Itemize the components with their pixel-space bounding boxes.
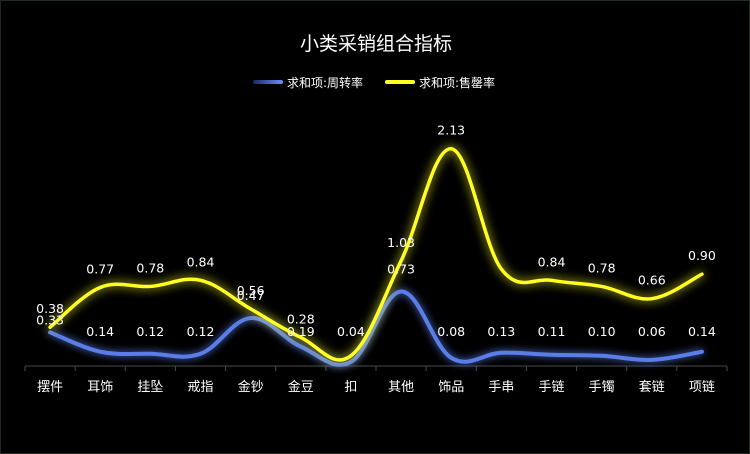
x-tick-label: 手镯 xyxy=(589,380,615,395)
data-label: 0.06 xyxy=(638,324,666,339)
legend-label-sellthrough[interactable]: 求和项:售罄率 xyxy=(419,75,495,90)
x-tick-label: 手串 xyxy=(488,380,514,395)
data-label: 0.28 xyxy=(287,311,315,326)
data-label: 0.47 xyxy=(237,288,265,303)
x-tick-label: 戒指 xyxy=(187,380,213,395)
data-label: 0.84 xyxy=(538,254,566,269)
legend-swatch-turnover xyxy=(253,80,283,84)
data-label: 0.77 xyxy=(86,261,114,276)
x-tick-label: 套链 xyxy=(639,379,665,395)
x-tick-label: 耳饰 xyxy=(87,380,113,395)
data-label: 0.14 xyxy=(688,324,716,339)
data-label: 1.03 xyxy=(387,235,415,250)
data-label: 0.90 xyxy=(688,248,716,263)
x-tick-label: 手链 xyxy=(538,380,564,395)
chart-title: 小类采销组合指标 xyxy=(300,33,452,55)
data-label: 0.08 xyxy=(437,324,465,339)
x-tick-label: 其他 xyxy=(388,380,414,395)
legend-swatch-sellthrough xyxy=(385,80,415,84)
legend: 求和项:周转率 求和项:售罄率 xyxy=(253,75,495,90)
data-label: 0.12 xyxy=(187,324,215,339)
data-label: 0.13 xyxy=(487,324,515,339)
line-turnover xyxy=(48,289,704,367)
data-label: 0.84 xyxy=(187,254,215,269)
data-label: 2.13 xyxy=(437,123,465,138)
x-axis-ticks: 摆件 耳饰 挂坠 戒指 金钞 金豆 扣 其他 饰品 手串 手链 手镯 套链 项链 xyxy=(24,366,728,395)
data-label: 0.56 xyxy=(237,283,265,298)
data-label: 0.66 xyxy=(638,273,666,288)
x-tick-label: 摆件 xyxy=(37,380,63,395)
x-tick-label: 扣 xyxy=(344,380,357,395)
data-label: 0.14 xyxy=(86,324,114,339)
data-label: 0.12 xyxy=(136,324,164,339)
legend-label-turnover[interactable]: 求和项:周转率 xyxy=(287,75,363,90)
x-tick-label: 金钞 xyxy=(238,379,264,395)
data-label: 0.73 xyxy=(387,262,415,277)
data-labels: 0.33 0.14 0.12 0.12 0.47 0.19 0.04 0.73 0.08 0.13… xyxy=(36,123,716,339)
data-label: 0.11 xyxy=(538,324,566,339)
data-label: 0.78 xyxy=(588,260,616,275)
x-tick-label: 项链 xyxy=(689,380,715,395)
data-label: 0.78 xyxy=(136,260,164,275)
data-label: 0.38 xyxy=(36,301,64,316)
data-label: 0.10 xyxy=(588,324,616,339)
data-label: 0.19 xyxy=(287,324,315,339)
line-sellthrough xyxy=(48,146,704,362)
data-label: 0.04 xyxy=(337,324,365,339)
x-tick-label: 金豆 xyxy=(288,379,314,395)
series-group xyxy=(48,146,704,367)
x-tick-label: 饰品 xyxy=(438,380,464,395)
x-tick-label: 挂坠 xyxy=(137,379,163,395)
data-label: 0.33 xyxy=(36,312,64,327)
